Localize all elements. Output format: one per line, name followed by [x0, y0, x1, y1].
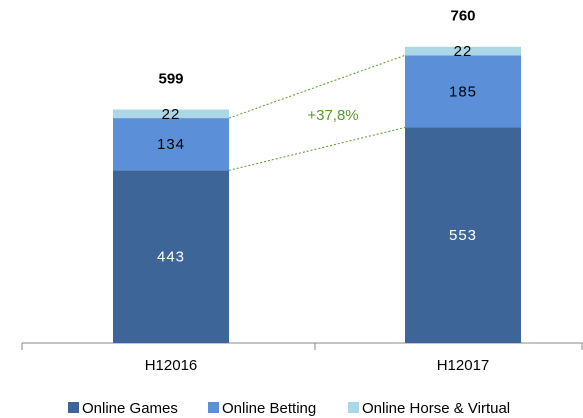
value-label: 134 [157, 136, 185, 153]
legend-swatch [208, 402, 219, 413]
x-tick-label: H12016 [145, 357, 198, 374]
legend-swatch [68, 402, 79, 413]
total-label: 599 [158, 70, 183, 87]
bar-segment [405, 127, 521, 343]
value-label: 22 [454, 43, 473, 60]
growth-annotation: +37,8% [307, 107, 358, 124]
total-label: 760 [450, 8, 475, 25]
value-label: 22 [162, 106, 181, 123]
legend-label: Online Games [82, 400, 178, 417]
x-tick-label: H12017 [437, 357, 490, 374]
bar-segment [113, 118, 229, 171]
bar-segment [405, 46, 521, 56]
value-label: 443 [157, 249, 185, 266]
value-label: 185 [449, 83, 477, 100]
legend-label: Online Horse & Virtual [362, 400, 510, 417]
bar-segment [113, 109, 229, 119]
legend-swatch [348, 402, 359, 413]
bar-segment [405, 55, 521, 128]
bar-segment [113, 170, 229, 343]
connector [228, 54, 406, 119]
legend-label: Online Betting [222, 400, 316, 417]
connector [228, 126, 406, 171]
value-label: 553 [449, 227, 477, 244]
